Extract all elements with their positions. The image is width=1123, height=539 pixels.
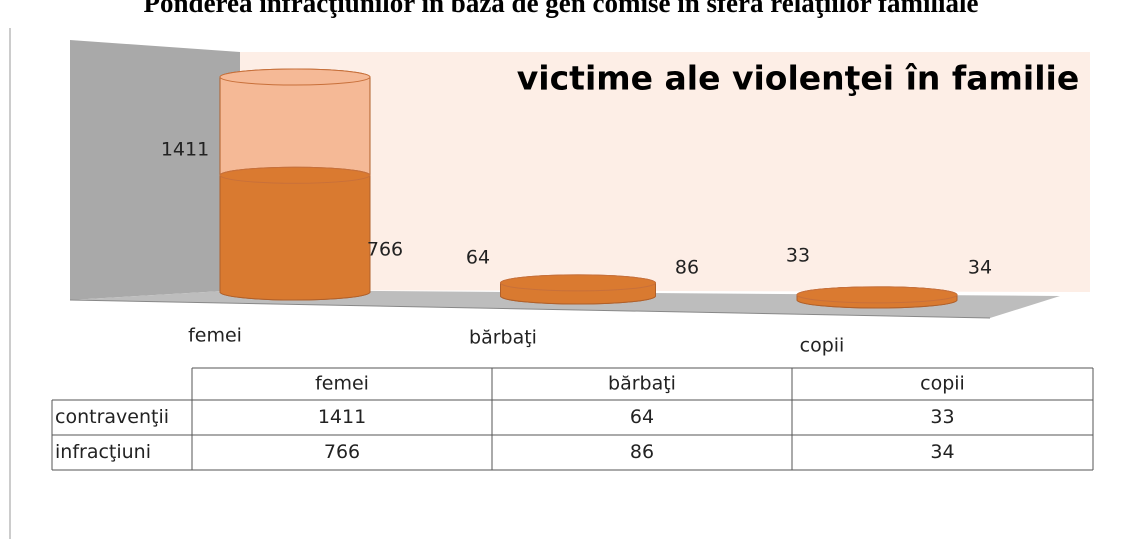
table-cell: 34 xyxy=(930,441,954,463)
back-wall xyxy=(240,52,1090,292)
cylinder-top xyxy=(796,286,958,304)
data-label: 33 xyxy=(786,245,810,267)
cylinder-top xyxy=(219,166,371,184)
side-wall xyxy=(70,40,240,300)
cylinder xyxy=(219,166,371,301)
table-row-header: infracţiuni xyxy=(55,441,151,463)
x-tick-label: bărbaţi xyxy=(469,327,537,349)
floor-edge xyxy=(69,299,991,319)
table-cell: 33 xyxy=(930,406,954,428)
data-label: 86 xyxy=(675,257,699,279)
table-cell: 86 xyxy=(630,441,654,463)
table-cell: 1411 xyxy=(318,406,366,428)
chart-title: Ponderea infracţiunilor în baza de gen c… xyxy=(144,0,979,18)
data-label: 64 xyxy=(466,247,490,269)
data-label: 766 xyxy=(367,239,403,261)
data-label: 1411 xyxy=(161,139,209,161)
table-header: femei xyxy=(315,373,369,395)
cylinder-top xyxy=(500,274,656,292)
x-tick-label: femei xyxy=(188,325,242,347)
table-cell: 766 xyxy=(324,441,360,463)
x-tick-label: copii xyxy=(800,335,845,357)
table-cell: 64 xyxy=(630,406,654,428)
cylinder-top xyxy=(219,68,371,86)
data-label: 34 xyxy=(968,257,992,279)
chart-subtitle: victime ale violenţei în familie xyxy=(517,59,1079,98)
table-header: bărbaţi xyxy=(608,373,676,395)
table-row-header: contravenţii xyxy=(55,406,169,428)
table-header: copii xyxy=(920,373,965,395)
